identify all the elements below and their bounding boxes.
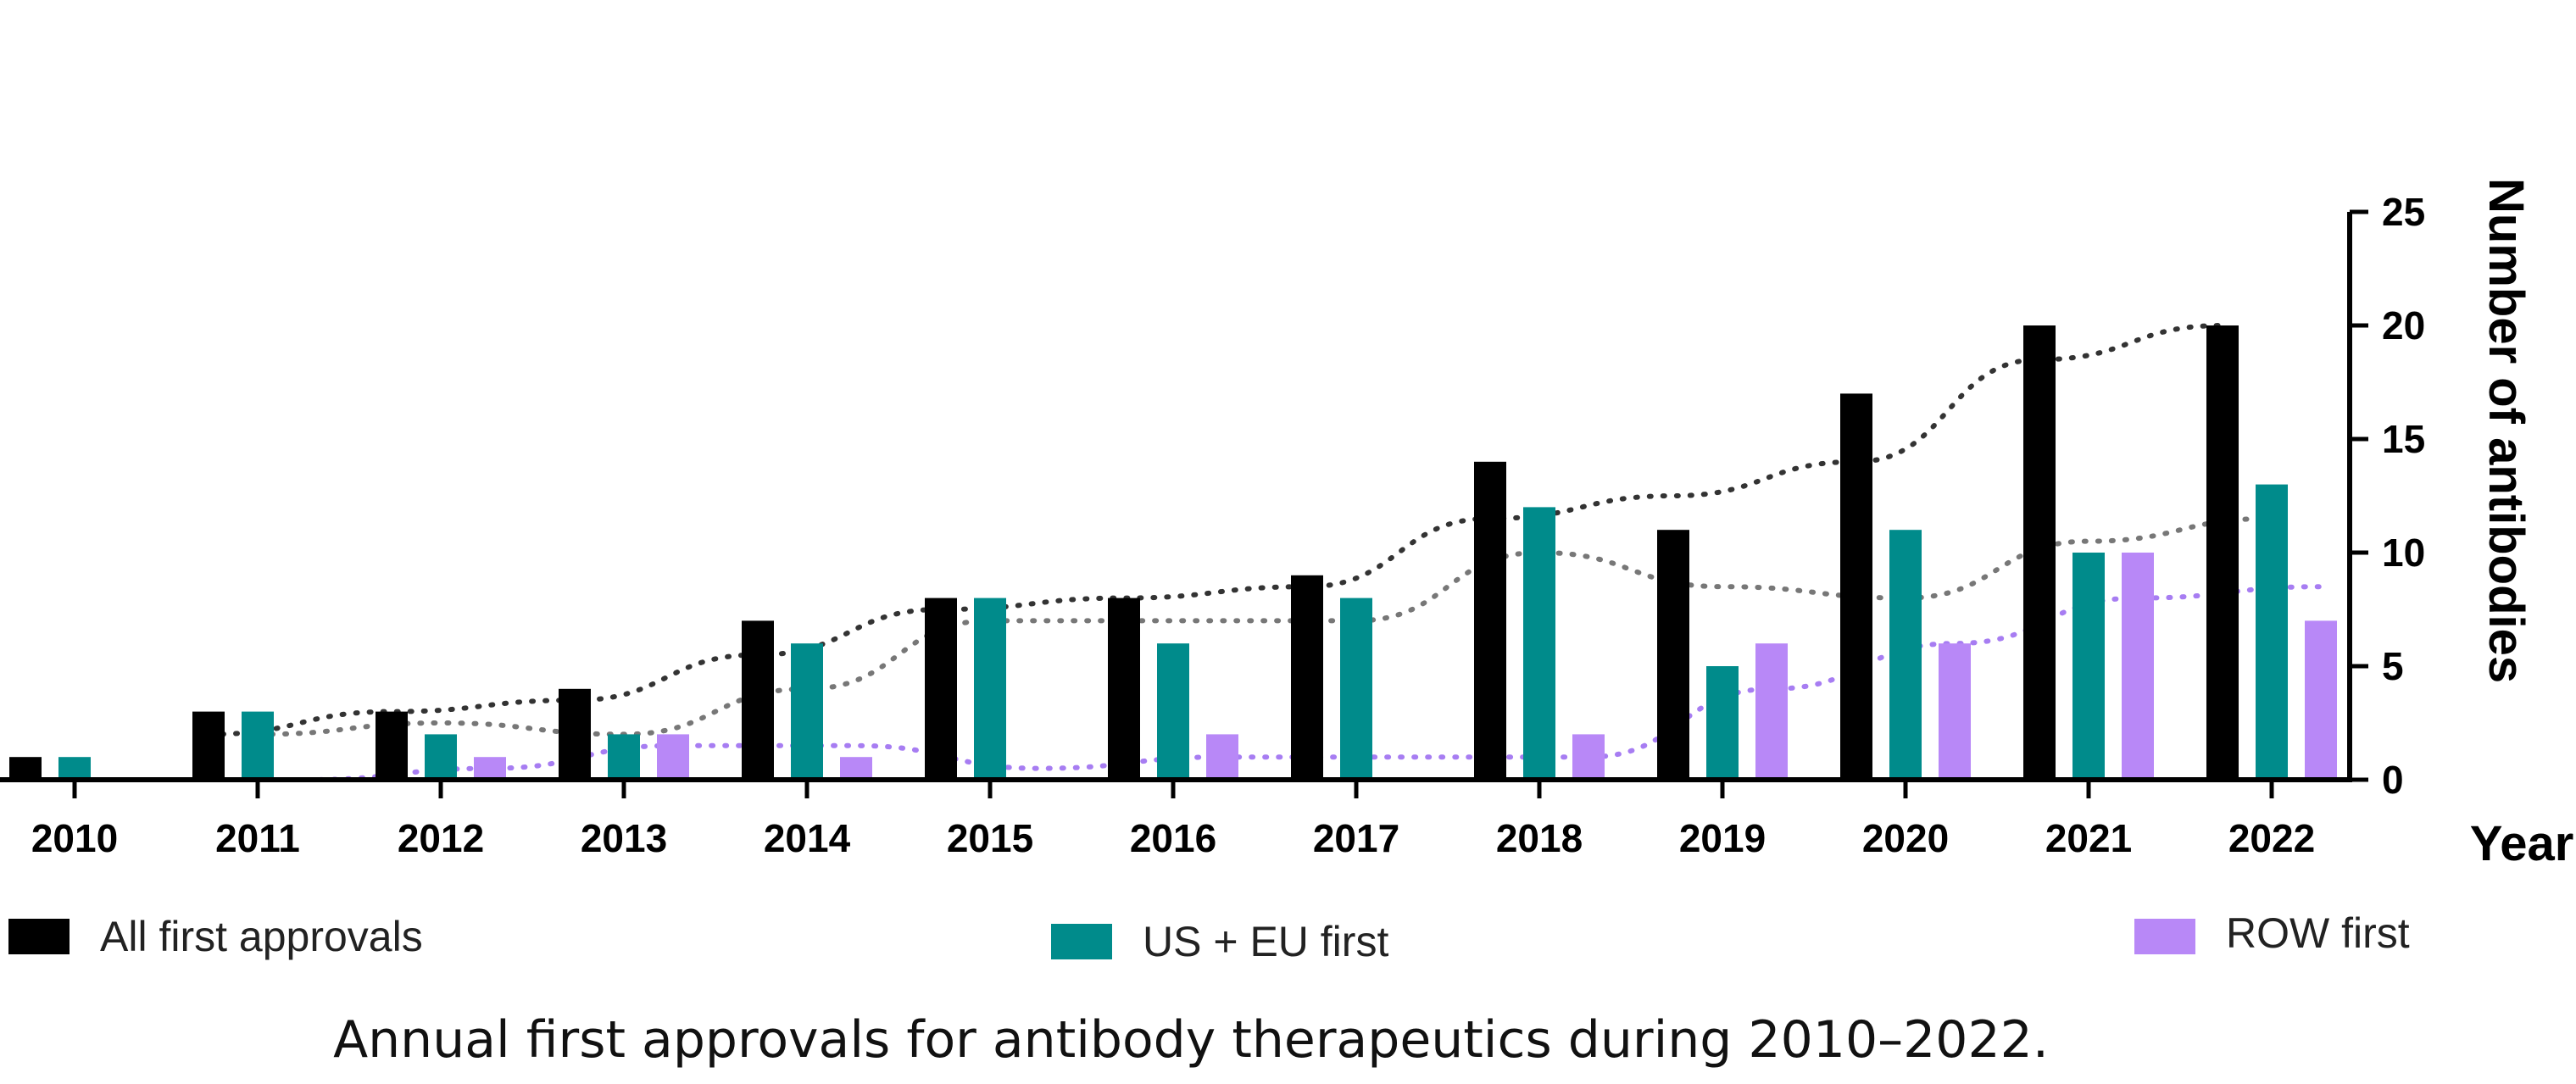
x-tick-label-2011: 2011 [215, 816, 300, 860]
x-tick-label-2013: 2013 [581, 816, 667, 860]
x-tick-label-2015: 2015 [947, 816, 1033, 860]
bar-us-eu-first-2021 [2072, 553, 2105, 780]
bars [9, 325, 2337, 780]
x-tick-label-2012: 2012 [398, 816, 484, 860]
bar-all-first-approvals-2018 [1474, 461, 1506, 780]
bar-us-eu-first-2019 [1706, 666, 1739, 780]
x-tick-label-2022: 2022 [2228, 816, 2315, 860]
x-axis-title: Year [2470, 816, 2574, 871]
bar-row-first-2012 [474, 757, 506, 780]
x-tick-label-2014: 2014 [764, 816, 851, 860]
x-tick-label-2010: 2010 [31, 816, 118, 860]
bar-row-first-2018 [1572, 734, 1605, 780]
bar-all-first-approvals-2014 [742, 620, 774, 780]
legend-label-all-first-approvals: All first approvals [100, 913, 423, 960]
x-tick-label-2019: 2019 [1679, 816, 1766, 860]
bar-us-eu-first-2014 [791, 643, 823, 780]
y-tick-label-20: 20 [2382, 303, 2425, 347]
bar-row-first-2019 [1755, 643, 1788, 780]
trendline-all-first-approvals [206, 323, 2225, 737]
trendlines [206, 323, 2323, 782]
x-tick-label-2017: 2017 [1313, 816, 1399, 860]
bar-all-first-approvals-2013 [559, 688, 591, 780]
y-tick-label-15: 15 [2382, 417, 2425, 461]
bar-row-first-2014 [840, 757, 872, 780]
bar-us-eu-first-2012 [425, 734, 457, 780]
bar-row-first-2020 [1939, 643, 1971, 780]
x-tick-label-2021: 2021 [2045, 816, 2132, 860]
bar-all-first-approvals-2010 [9, 757, 42, 780]
legend-swatch-us-eu-first [1051, 924, 1112, 959]
bar-all-first-approvals-2017 [1291, 575, 1323, 780]
bar-us-eu-first-2018 [1523, 507, 1555, 780]
bar-all-first-approvals-2021 [2023, 325, 2056, 780]
bar-us-eu-first-2017 [1340, 598, 1372, 780]
bar-all-first-approvals-2020 [1840, 393, 1872, 780]
legend-label-us-eu-first: US + EU first [1143, 918, 1388, 965]
legend-swatch-row-first [2134, 919, 2195, 954]
legend-label-row-first: ROW first [2226, 909, 2410, 957]
trendline-us-eu-first [255, 515, 2274, 737]
bar-all-first-approvals-2015 [925, 598, 957, 780]
y-tick-label-25: 25 [2382, 190, 2425, 234]
bar-us-eu-first-2016 [1157, 643, 1189, 780]
y-axis-title: Number of antibodies [2479, 178, 2534, 683]
bar-us-eu-first-2015 [974, 598, 1006, 780]
tick-labels: 2010 2011 2012 2013 2014 2015 2016 2017 2018 2019… [31, 190, 2425, 860]
x-tick-label-2020: 2020 [1862, 816, 1949, 860]
figure-caption: Annual first approvals for antibody ther… [333, 1010, 2049, 1070]
bar-all-first-approvals-2016 [1108, 598, 1140, 780]
legend-swatch-all-first-approvals [8, 919, 70, 954]
bar-us-eu-first-2011 [242, 711, 274, 780]
bar-row-first-2013 [657, 734, 689, 780]
bar-all-first-approvals-2019 [1657, 530, 1689, 780]
bar-row-first-2016 [1206, 734, 1238, 780]
y-tick-label-5: 5 [2382, 644, 2404, 688]
bar-row-first-2022 [2305, 620, 2337, 780]
bar-all-first-approvals-2011 [192, 711, 225, 780]
legend: All first approvals US + EU first ROW firs… [8, 909, 2410, 965]
bar-us-eu-first-2020 [1889, 530, 1922, 780]
x-tick-label-2016: 2016 [1130, 816, 1216, 860]
bar-all-first-approvals-2012 [376, 711, 408, 780]
bar-row-first-2021 [2122, 553, 2154, 780]
bar-us-eu-first-2010 [58, 757, 91, 780]
bar-us-eu-first-2013 [608, 734, 640, 780]
y-tick-label-0: 0 [2382, 758, 2404, 802]
x-tick-label-2018: 2018 [1496, 816, 1583, 860]
bar-us-eu-first-2022 [2256, 484, 2288, 780]
trendline-row-first [304, 584, 2323, 782]
bar-all-first-approvals-2022 [2206, 325, 2239, 780]
y-tick-label-10: 10 [2382, 531, 2425, 575]
axes [0, 209, 2368, 798]
